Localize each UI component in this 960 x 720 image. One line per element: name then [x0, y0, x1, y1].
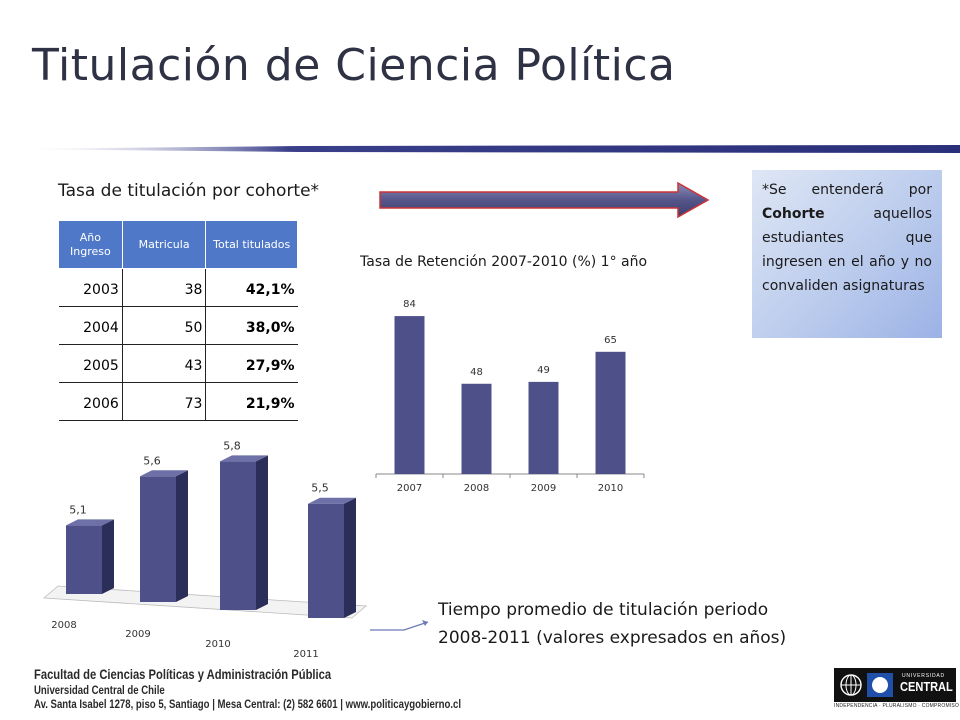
- footer-address: Av. Santa Isabel 1278, piso 5, Santiago …: [34, 697, 462, 711]
- time-bar-top: [308, 497, 356, 504]
- graduation-time-bar-chart: 5,1 2008 5,6 2009 5,8 2010 5,5 2011: [42, 439, 368, 660]
- time-tick-label: 2008: [51, 620, 76, 631]
- note-bold-term: Cohorte: [762, 206, 825, 222]
- cell-matricula: 73: [122, 382, 207, 421]
- university-logo: UNIVERSIDAD CENTRAL INDEPENDENCIA · PLUR…: [834, 668, 960, 712]
- cell-titulados: 27,9%: [205, 344, 298, 383]
- col-header-ano: Año Ingreso: [58, 220, 123, 269]
- graduation-time-caption: Tiempo promedio de titulación periodo 20…: [438, 596, 786, 652]
- cohort-definition-note: *Se entenderá por Cohorte aquellos estud…: [752, 170, 942, 338]
- cohort-table: Año Ingreso Matricula Total titulados 20…: [58, 220, 298, 421]
- retention-chart-title: Tasa de Retención 2007-2010 (%) 1° año: [360, 254, 648, 270]
- time-bar-top: [66, 519, 114, 526]
- cell-ano: 2005: [58, 344, 123, 383]
- retention-data-label: 65: [604, 335, 617, 346]
- retention-data-label: 49: [537, 365, 550, 376]
- cell-ano: 2004: [58, 306, 123, 345]
- chart-floor: [42, 585, 368, 619]
- time-bar-side: [102, 519, 114, 594]
- logo-tagline: INDEPENDENCIA · PLURALISMO · COMPROMISO: [834, 703, 960, 709]
- caption-line-2: 2008-2011 (valores expresados en años): [438, 628, 787, 648]
- time-data-label: 5,8: [223, 439, 241, 452]
- table-header-row: Año Ingreso Matricula Total titulados: [58, 220, 298, 269]
- faculty-footer: Facultad de Ciencias Políticas y Adminis…: [34, 666, 568, 711]
- time-tick-label: 2009: [125, 629, 150, 640]
- logo-top-text: UNIVERSIDAD: [902, 673, 945, 679]
- note-prefix: *Se entenderá por: [762, 182, 932, 198]
- cell-ano: 2003: [58, 268, 123, 307]
- col-header-matricula: Matricula: [121, 220, 207, 269]
- cell-ano: 2006: [58, 382, 123, 421]
- cell-matricula: 50: [122, 306, 207, 345]
- time-bar: [140, 476, 176, 602]
- cell-titulados: 38,0%: [205, 306, 298, 345]
- time-tick-label: 2011: [293, 649, 318, 660]
- note-suffix: aquellos estudiantes que ingresen en el …: [762, 206, 932, 294]
- retention-bar: [461, 383, 492, 474]
- footer-faculty: Facultad de Ciencias Políticas y Adminis…: [34, 666, 332, 682]
- footer-university: Universidad Central de Chile: [34, 683, 165, 697]
- logo-emblem-icon: [840, 673, 893, 697]
- table-row: 2004 50 38,0%: [58, 306, 298, 345]
- cell-matricula: 43: [122, 344, 207, 383]
- time-bar: [220, 461, 256, 610]
- time-bar: [308, 503, 344, 618]
- page-title: Titulación de Ciencia Política: [32, 40, 676, 91]
- cell-matricula: 38: [122, 268, 207, 307]
- time-tick-label: 2010: [205, 639, 230, 650]
- table-row: 2003 38 42,1%: [58, 268, 298, 307]
- time-bar-top: [220, 455, 268, 462]
- retention-data-label: 84: [403, 299, 416, 310]
- time-bar-side: [256, 455, 268, 610]
- retention-bar: [595, 351, 626, 474]
- table-row: 2006 73 21,9%: [58, 382, 298, 421]
- caption-line-1: Tiempo promedio de titulación periodo: [438, 600, 769, 620]
- cohort-label: Tasa de titulación por cohorte*: [58, 181, 320, 201]
- cell-titulados: 21,9%: [205, 382, 298, 421]
- title-divider: [0, 145, 960, 153]
- retention-tick-label: 2008: [464, 483, 489, 494]
- time-data-label: 5,6: [143, 454, 161, 467]
- time-data-label: 5,1: [69, 503, 87, 516]
- arrow-right-icon: [379, 181, 710, 219]
- retention-tick-label: 2010: [598, 483, 623, 494]
- time-data-label: 5,5: [311, 482, 329, 495]
- retention-bar-chart: 84 2007 48 2008 49 2009 65 2010: [375, 299, 645, 494]
- cell-titulados: 42,1%: [205, 268, 298, 307]
- time-bar-top: [140, 470, 188, 477]
- retention-bar: [528, 381, 559, 474]
- table-row: 2005 43 27,9%: [58, 344, 298, 383]
- retention-data-label: 48: [470, 367, 483, 378]
- time-bar: [66, 525, 102, 594]
- connector-arrow-icon: [370, 620, 429, 631]
- time-bar-side: [344, 497, 356, 618]
- col-header-titulados: Total titulados: [205, 220, 298, 269]
- time-bar-side: [176, 470, 188, 602]
- retention-tick-label: 2009: [531, 483, 556, 494]
- retention-tick-label: 2007: [397, 483, 422, 494]
- logo-name: CENTRAL: [900, 679, 953, 694]
- retention-bar: [394, 316, 425, 474]
